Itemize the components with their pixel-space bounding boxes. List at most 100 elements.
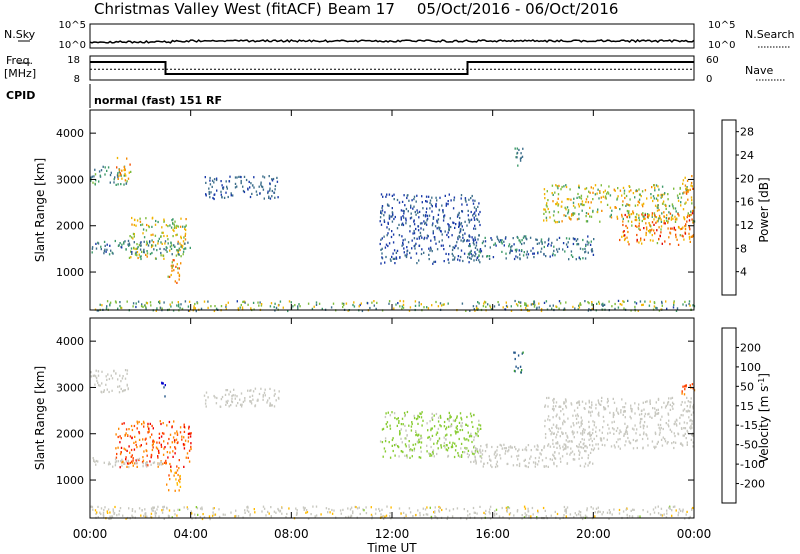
data-cell xyxy=(423,236,426,239)
data-cell xyxy=(578,443,580,446)
data-cell xyxy=(149,252,152,256)
data-cell xyxy=(237,307,239,310)
data-cell xyxy=(250,402,253,405)
data-cell xyxy=(457,238,459,241)
data-cell xyxy=(666,442,668,445)
data-cell xyxy=(163,248,165,251)
data-cell xyxy=(249,195,252,199)
data-cell xyxy=(268,195,270,198)
data-cell xyxy=(405,222,407,225)
data-cell xyxy=(590,406,592,409)
data-cell xyxy=(242,189,245,193)
data-cell xyxy=(453,199,455,202)
data-cell xyxy=(594,184,597,187)
data-cell xyxy=(678,508,681,511)
data-cell xyxy=(93,458,95,462)
nave-label: Nave xyxy=(745,64,774,77)
data-cell xyxy=(277,196,279,199)
data-cell xyxy=(664,440,667,443)
data-cell xyxy=(647,413,649,416)
data-cell xyxy=(592,198,594,201)
data-cell xyxy=(687,431,689,434)
data-cell xyxy=(383,214,385,217)
data-cell xyxy=(142,228,145,231)
data-cell xyxy=(460,418,463,421)
data-cell xyxy=(457,452,459,455)
data-cell xyxy=(662,202,664,205)
data-cell xyxy=(622,406,624,409)
data-cell xyxy=(414,210,416,214)
data-cell xyxy=(180,303,182,306)
data-cell xyxy=(558,307,560,310)
data-cell xyxy=(442,211,444,214)
data-cell xyxy=(109,174,112,177)
data-cell xyxy=(597,413,599,416)
data-cell xyxy=(576,243,578,246)
data-cell xyxy=(342,305,344,309)
data-cell xyxy=(626,432,629,435)
data-cell xyxy=(669,232,672,235)
data-cell xyxy=(439,196,441,199)
data-cell xyxy=(439,506,441,510)
data-cell xyxy=(411,199,413,202)
data-cell xyxy=(540,240,542,243)
data-cell xyxy=(617,438,619,441)
data-cell xyxy=(557,193,560,196)
data-cell xyxy=(98,180,100,183)
data-cell xyxy=(287,309,289,313)
data-cell xyxy=(480,455,482,458)
data-cell xyxy=(692,234,694,238)
data-cell xyxy=(566,462,569,465)
data-cell xyxy=(684,432,686,435)
data-cell xyxy=(125,517,127,520)
data-cell xyxy=(145,463,147,466)
data-cell xyxy=(163,257,165,260)
data-cell xyxy=(403,212,405,215)
data-cell xyxy=(692,405,694,408)
data-cell xyxy=(207,300,209,303)
data-cell xyxy=(114,176,116,179)
data-cell xyxy=(544,405,546,408)
data-cell xyxy=(96,379,98,382)
data-cell xyxy=(576,406,579,409)
data-cell xyxy=(469,245,471,248)
data-cell xyxy=(545,204,548,207)
data-cell xyxy=(649,513,652,516)
data-cell xyxy=(544,436,547,439)
data-cell xyxy=(179,481,181,484)
data-cell xyxy=(675,236,677,239)
data-cell xyxy=(449,441,451,444)
data-cell xyxy=(170,247,173,250)
data-cell xyxy=(127,243,129,246)
data-cell xyxy=(566,198,569,201)
data-cell xyxy=(533,252,535,255)
data-cell xyxy=(171,244,173,247)
data-cell xyxy=(186,452,189,455)
data-cell xyxy=(171,269,173,272)
data-cell xyxy=(274,188,276,191)
data-cell xyxy=(508,243,511,246)
data-cell xyxy=(190,447,192,451)
data-cell xyxy=(632,508,634,511)
data-cell xyxy=(443,444,445,447)
data-cell xyxy=(458,437,460,441)
data-cell xyxy=(410,212,412,215)
data-cell xyxy=(683,238,685,241)
data-cell xyxy=(692,407,694,410)
data-cell xyxy=(202,513,204,516)
data-cell xyxy=(622,220,624,223)
data-cell xyxy=(239,398,241,401)
data-cell xyxy=(464,232,466,235)
data-cell xyxy=(590,248,593,252)
data-cell xyxy=(602,302,604,305)
data-cell xyxy=(110,249,112,252)
data-cell xyxy=(132,237,134,240)
data-cell xyxy=(613,432,615,435)
data-cell xyxy=(244,509,246,512)
data-cell xyxy=(547,207,549,211)
data-cell xyxy=(454,256,456,259)
data-cell xyxy=(128,428,130,431)
data-cell xyxy=(161,381,163,384)
data-cell xyxy=(383,447,386,450)
data-cell xyxy=(294,304,296,307)
